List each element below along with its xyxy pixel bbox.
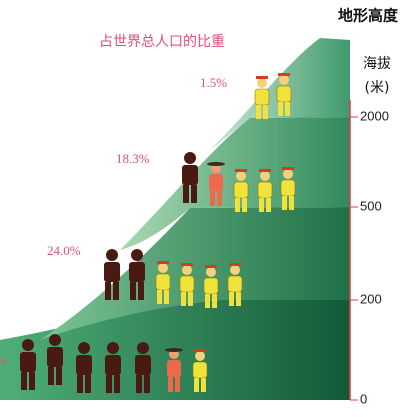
mountain <box>0 38 350 400</box>
share-label: 24.0% <box>47 243 81 258</box>
share-label: % <box>0 353 7 368</box>
axis-unit: (米) <box>365 80 390 96</box>
axis-label: 海拔 <box>363 56 391 72</box>
axis-ticks: 2000 500 200 0 <box>350 108 389 406</box>
subtitle: 占世界总人口的比重 <box>99 34 225 50</box>
tick-label: 200 <box>360 291 382 306</box>
title: 地形高度 <box>338 7 399 25</box>
tick-label: 0 <box>360 391 367 406</box>
share-label: 1.5% <box>200 75 227 90</box>
tick-label: 2000 <box>360 108 389 123</box>
share-label: 18.3% <box>116 151 150 166</box>
tick-label: 500 <box>360 198 382 213</box>
